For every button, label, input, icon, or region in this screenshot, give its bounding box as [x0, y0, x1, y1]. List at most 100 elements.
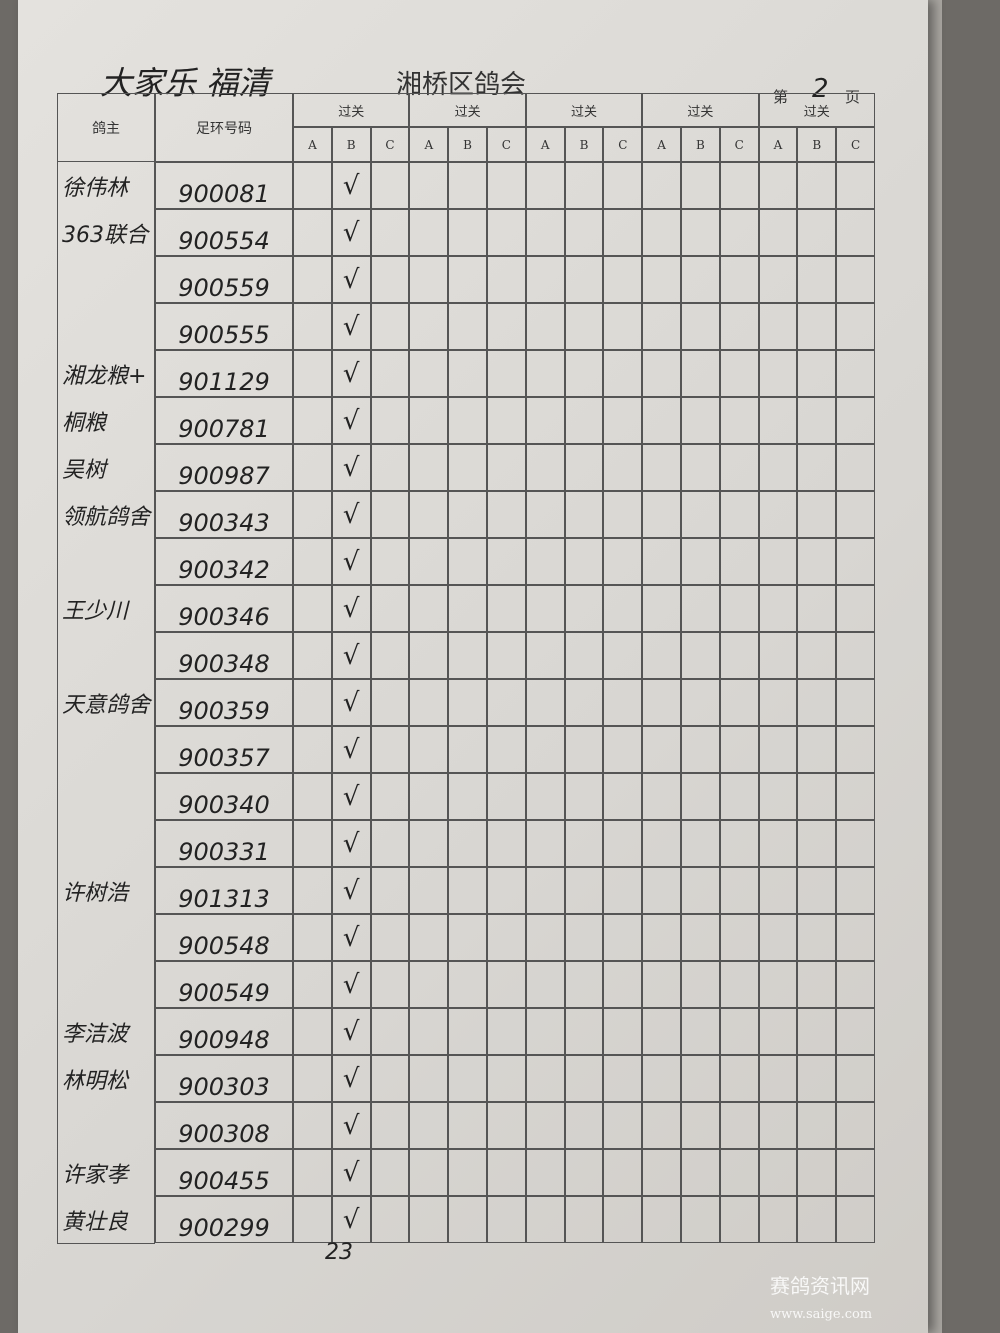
grid-cell	[370, 209, 410, 256]
grid-cell	[293, 303, 332, 350]
grid-cell	[758, 820, 798, 867]
grid-cell	[293, 1196, 332, 1243]
grid-cell	[293, 726, 332, 773]
grid-cell	[797, 726, 837, 773]
grid-cell	[525, 162, 565, 209]
grid-cell	[448, 162, 487, 209]
grid-cell	[409, 303, 449, 350]
grid-cell	[719, 444, 759, 491]
grid-cell	[293, 538, 332, 585]
grid-cell	[409, 1149, 449, 1196]
grid-cell	[603, 162, 643, 209]
grid-cell	[603, 820, 643, 867]
grid-cell	[487, 867, 526, 914]
grid-cell	[525, 256, 565, 303]
owner	[57, 820, 155, 867]
grid-cell	[681, 303, 720, 350]
grid-cell	[642, 491, 681, 538]
check-mark: √	[331, 491, 371, 538]
grid-cell	[758, 961, 798, 1008]
grid-cell	[293, 632, 332, 679]
subcolumn-header: C	[487, 127, 526, 162]
grid-cell	[681, 256, 720, 303]
grid-cell	[525, 350, 565, 397]
grid-cell	[564, 209, 604, 256]
ring-number: 900081	[155, 162, 293, 209]
grid-cell	[603, 303, 643, 350]
grid-cell	[836, 1102, 875, 1149]
grid-cell	[370, 397, 410, 444]
group-header: 过关	[293, 93, 410, 127]
grid-cell	[836, 1196, 875, 1243]
ring-number: 900554	[155, 209, 293, 256]
grid-cell	[487, 303, 526, 350]
grid-cell	[797, 397, 837, 444]
grid-cell	[564, 1102, 604, 1149]
check-mark: √	[331, 1102, 371, 1149]
grid-cell	[370, 538, 410, 585]
paper-edge	[928, 0, 942, 1333]
grid-cell	[797, 914, 837, 961]
ring-number: 900549	[155, 961, 293, 1008]
ring-number: 900781	[155, 397, 293, 444]
grid-cell	[370, 1196, 410, 1243]
grid-cell	[681, 632, 720, 679]
grid-cell	[797, 585, 837, 632]
grid-cell	[487, 961, 526, 1008]
grid-cell	[642, 961, 681, 1008]
check-mark: √	[331, 632, 371, 679]
grid-cell	[719, 867, 759, 914]
grid-cell	[487, 726, 526, 773]
grid-cell	[836, 1055, 875, 1102]
grid-cell	[797, 1196, 837, 1243]
grid-cell	[564, 679, 604, 726]
grid-cell	[293, 961, 332, 1008]
grid-cell	[525, 491, 565, 538]
grid-cell	[487, 1196, 526, 1243]
grid-cell	[293, 820, 332, 867]
grid-cell	[603, 1055, 643, 1102]
subcolumn-header: C	[836, 127, 875, 162]
grid-cell	[564, 914, 604, 961]
grid-cell	[758, 209, 798, 256]
grid-cell	[293, 1102, 332, 1149]
subcolumn-header: B	[564, 127, 604, 162]
grid-cell	[836, 773, 875, 820]
grid-cell	[525, 820, 565, 867]
grid-cell	[409, 256, 449, 303]
grid-cell	[448, 961, 487, 1008]
grid-cell	[409, 1008, 449, 1055]
grid-cell	[409, 350, 449, 397]
subcolumn-header: A	[525, 127, 565, 162]
grid-cell	[836, 491, 875, 538]
owner: 李洁波	[57, 1008, 155, 1055]
owner: 天意鸽舍	[57, 679, 155, 726]
grid-cell	[642, 1008, 681, 1055]
grid-cell	[836, 303, 875, 350]
grid-cell	[681, 209, 720, 256]
grid-cell	[409, 632, 449, 679]
grid-cell	[370, 632, 410, 679]
grid-cell	[719, 1149, 759, 1196]
grid-cell	[797, 1149, 837, 1196]
grid-cell	[681, 679, 720, 726]
owner: 徐伟林	[57, 162, 155, 209]
grid-cell	[681, 538, 720, 585]
grid-cell	[409, 726, 449, 773]
grid-cell	[603, 585, 643, 632]
grid-cell	[642, 350, 681, 397]
grid-cell	[409, 1102, 449, 1149]
grid-cell	[642, 397, 681, 444]
grid-cell	[603, 491, 643, 538]
grid-cell	[642, 867, 681, 914]
grid-cell	[448, 773, 487, 820]
grid-cell	[409, 585, 449, 632]
grid-cell	[564, 867, 604, 914]
page-number: 2	[812, 74, 829, 104]
ring-number: 900559	[155, 256, 293, 303]
grid-cell	[719, 961, 759, 1008]
grid-cell	[797, 961, 837, 1008]
ring-number: 901129	[155, 350, 293, 397]
grid-cell	[681, 1102, 720, 1149]
grid-cell	[525, 303, 565, 350]
